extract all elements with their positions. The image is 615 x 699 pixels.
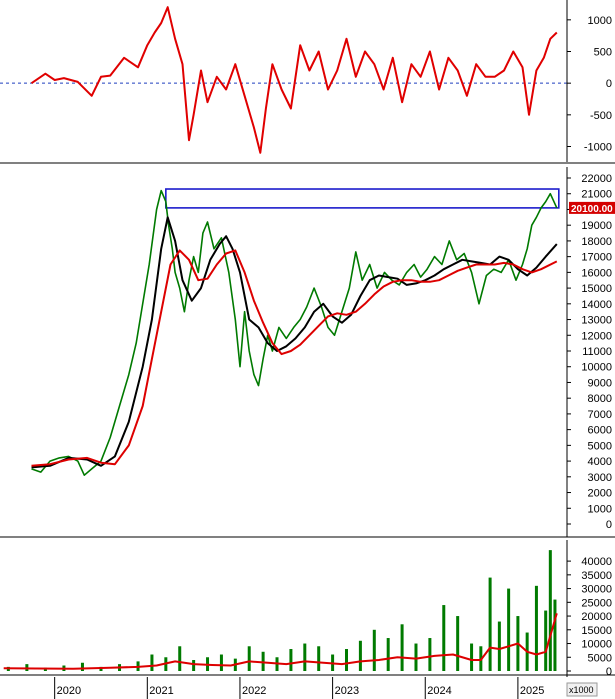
price-tick-label: 18000 xyxy=(581,236,612,248)
volume-bar xyxy=(80,662,84,671)
volume-tick-label: 35000 xyxy=(581,570,612,582)
price-panel: 0 1000 2000 3000 4000 5000 6000 7000 8000 9000 100… xyxy=(0,167,615,538)
volume-tick-label: 10000 xyxy=(581,639,612,651)
volume-tick-label: 5000 xyxy=(588,652,612,664)
volume-tick-label: 40000 xyxy=(581,556,612,568)
price-tick-label: 11000 xyxy=(582,346,612,358)
year-label: 2025 xyxy=(520,685,544,697)
volume-tick-label: 25000 xyxy=(581,597,612,609)
oscillator-tick-label: 500 xyxy=(594,47,612,59)
volume-unit-label: x1000 xyxy=(569,685,594,695)
unit-badge xyxy=(566,682,598,697)
oscillator-tick-label: 0 xyxy=(606,78,612,90)
price-tick-label: 0 xyxy=(606,519,612,531)
volume-bar xyxy=(488,577,492,671)
price-tick-label: 3000 xyxy=(588,472,612,484)
volume-bar xyxy=(219,654,223,671)
year-label: 2024 xyxy=(427,685,451,697)
year-label: 2021 xyxy=(149,685,173,697)
last-price-label: 20100.00 xyxy=(571,204,613,215)
price-tick-label: 17000 xyxy=(581,252,612,264)
volume-tick-label: 0 xyxy=(606,666,612,678)
oscillator-tick-label: -1000 xyxy=(584,142,612,154)
volume-bar xyxy=(317,646,321,671)
volume-bar xyxy=(303,643,307,671)
price-tick-label: 19000 xyxy=(581,220,612,232)
volume-bar xyxy=(470,643,474,671)
price-tick-label: 1000 xyxy=(588,503,612,515)
volume-tick-label: 20000 xyxy=(581,611,612,623)
volume-bar xyxy=(507,588,511,671)
x-axis: 2020 2021 2022 2023 2024 2025 xyxy=(54,677,544,699)
volume-bar xyxy=(497,621,501,671)
year-label: 2020 xyxy=(57,685,81,697)
price-tick-label: 22000 xyxy=(581,173,612,185)
price-tick-label: 6000 xyxy=(588,425,612,437)
volume-bar xyxy=(442,605,446,671)
price-tick-label: 10000 xyxy=(581,362,612,374)
oscillator-line xyxy=(30,6,558,154)
volume-bar xyxy=(345,649,348,671)
price-tick-label: 13000 xyxy=(581,315,612,327)
volume-bar xyxy=(261,651,265,671)
year-label: 2023 xyxy=(335,685,359,697)
volume-bar xyxy=(428,638,432,671)
volume-bar xyxy=(289,649,293,671)
volume-bar xyxy=(544,610,548,671)
price-tick-label: 12000 xyxy=(581,330,612,342)
price-tick-label: 14000 xyxy=(581,299,612,311)
volume-bar xyxy=(400,624,404,671)
price-tick-label: 21000 xyxy=(581,189,612,201)
price-tick-label: 9000 xyxy=(588,377,612,389)
price-tick-label: 4000 xyxy=(588,456,612,468)
slow-ma-line xyxy=(31,249,558,467)
oscillator-panel: -1000 -500 0 500 1000 xyxy=(0,0,615,164)
volume-bar xyxy=(372,629,376,671)
price-tick-label: 7000 xyxy=(588,409,612,421)
volume-bar xyxy=(456,616,460,671)
oscillator-tick-label: 1000 xyxy=(588,15,612,27)
volume-bar xyxy=(534,585,538,671)
volume-bar xyxy=(192,660,196,671)
resistance-box xyxy=(165,188,560,209)
oscillator-tick-label: -500 xyxy=(590,110,612,122)
price-tick-label: 5000 xyxy=(588,440,612,452)
volume-bar xyxy=(358,640,362,671)
year-label: 2022 xyxy=(242,685,266,697)
fast-ma-line xyxy=(31,216,558,469)
volume-ma-line xyxy=(3,613,558,670)
volume-tick-label: 30000 xyxy=(581,584,612,596)
price-tick-label: 8000 xyxy=(588,393,612,405)
volume-bar xyxy=(150,654,154,671)
volume-bar xyxy=(414,643,418,671)
volume-bar xyxy=(548,550,552,671)
volume-tick-label: 15000 xyxy=(581,625,612,637)
volume-bar xyxy=(178,646,182,671)
price-line xyxy=(31,189,558,477)
last-price-badge xyxy=(569,201,615,214)
price-tick-label: 15000 xyxy=(581,283,612,295)
volume-bar xyxy=(386,638,390,671)
volume-bar xyxy=(553,599,557,671)
volume-bar xyxy=(247,646,251,671)
price-tick-label: 16000 xyxy=(581,267,612,279)
price-tick-label: 2000 xyxy=(588,488,612,500)
